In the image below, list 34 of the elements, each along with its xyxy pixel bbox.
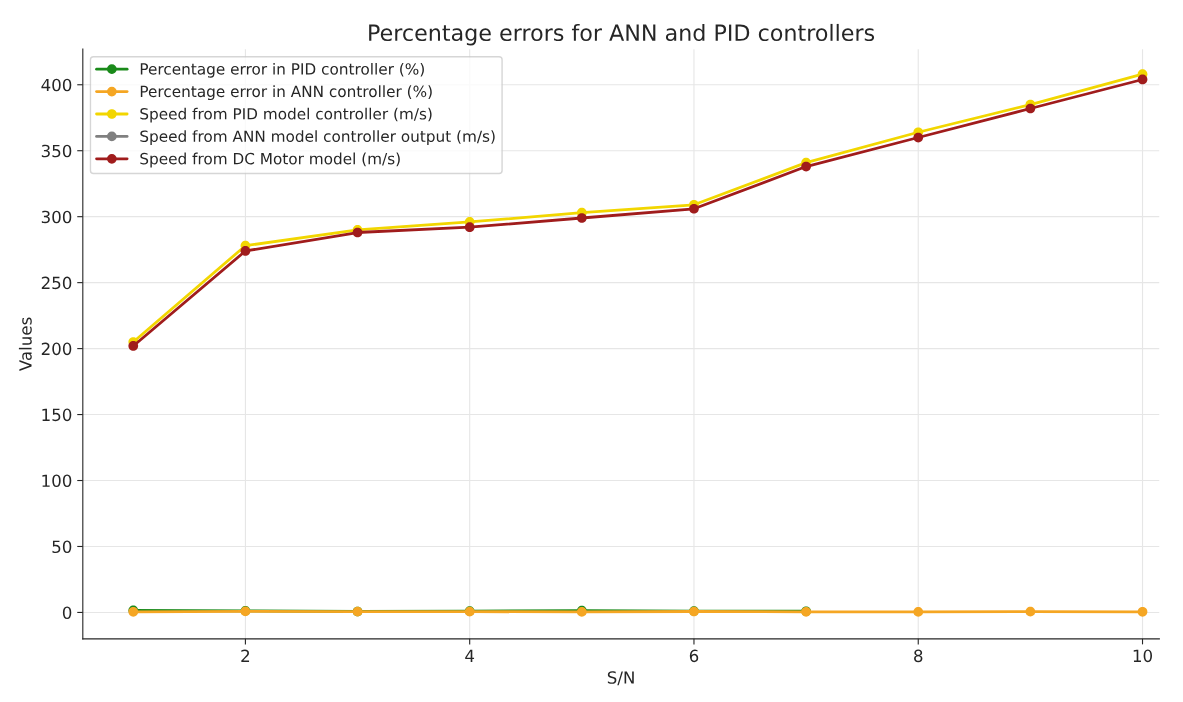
- point: [128, 341, 139, 351]
- x-tick-label: 8: [914, 649, 923, 663]
- legend-label: Speed from DC Motor model (m/s): [140, 152, 400, 168]
- x-tick-label: 10: [1133, 649, 1153, 663]
- y-tick-label: 0: [62, 606, 72, 620]
- point: [464, 222, 475, 233]
- point: [1137, 74, 1148, 85]
- x-axis-title: S/N: [607, 671, 634, 686]
- chart-title: Percentage errors for ANN and PID controllers: [369, 23, 875, 46]
- x-tick-label: 2: [241, 649, 250, 662]
- legend-label: Percentage error in ANN controller (%): [140, 85, 432, 101]
- legend-label: Speed from PID model controller (m/s): [140, 107, 432, 123]
- point: [913, 607, 924, 617]
- y-tick-label: 350: [41, 144, 72, 158]
- legend-label: Percentage error in PID controller (%): [140, 62, 424, 78]
- y-tick-label: 200: [41, 342, 72, 356]
- point: [801, 161, 811, 172]
- y-tick-label: 400: [41, 78, 72, 92]
- x-tick-label: 4: [465, 649, 475, 662]
- point: [240, 246, 251, 256]
- point: [1025, 606, 1036, 617]
- y-tick-label: 300: [41, 210, 72, 224]
- point: [1025, 103, 1036, 114]
- point: [913, 132, 924, 143]
- point: [1137, 606, 1148, 617]
- y-axis-title: Values: [18, 317, 32, 372]
- x-tick-label: 6: [689, 649, 699, 663]
- legend-label: Speed from ANN model controller output (m/s): [140, 130, 495, 145]
- y-tick-label: 100: [42, 474, 72, 488]
- y-tick-label: 150: [42, 408, 72, 422]
- y-tick-label: 50: [52, 540, 72, 554]
- point: [576, 213, 587, 223]
- y-tick-label: 250: [41, 276, 72, 290]
- point: [689, 203, 699, 214]
